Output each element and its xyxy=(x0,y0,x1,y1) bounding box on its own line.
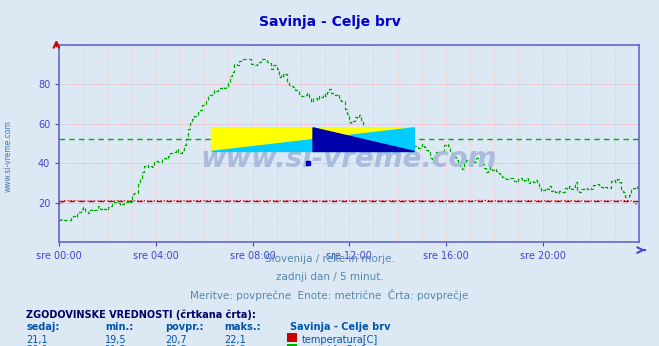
Text: maks.:: maks.: xyxy=(224,322,261,333)
Text: zadnji dan / 5 minut.: zadnji dan / 5 minut. xyxy=(275,272,384,282)
Text: pretok[m3/s]: pretok[m3/s] xyxy=(302,345,365,346)
Text: Meritve: povprečne  Enote: metrične  Črta: povprečje: Meritve: povprečne Enote: metrične Črta:… xyxy=(190,289,469,301)
Text: min.:: min.: xyxy=(105,322,134,333)
Text: povpr.:: povpr.: xyxy=(165,322,203,333)
Text: temperatura[C]: temperatura[C] xyxy=(302,335,378,345)
Text: Savinja - Celje brv: Savinja - Celje brv xyxy=(258,16,401,29)
Text: 20,7: 20,7 xyxy=(165,335,186,345)
Text: 22,1: 22,1 xyxy=(224,335,246,345)
Text: 52,5: 52,5 xyxy=(165,345,186,346)
Text: 21,1: 21,1 xyxy=(26,335,48,345)
Text: Savinja - Celje brv: Savinja - Celje brv xyxy=(290,322,391,333)
Text: www.si-vreme.com: www.si-vreme.com xyxy=(3,120,13,192)
Polygon shape xyxy=(313,128,415,152)
Text: Slovenija / reke in morje.: Slovenija / reke in morje. xyxy=(264,254,395,264)
Text: sedaj:: sedaj: xyxy=(26,322,60,333)
Text: 92,8: 92,8 xyxy=(224,345,246,346)
Text: 28,9: 28,9 xyxy=(26,345,48,346)
Text: 11,2: 11,2 xyxy=(105,345,127,346)
Polygon shape xyxy=(212,128,415,152)
Text: 19,5: 19,5 xyxy=(105,335,127,345)
Text: ZGODOVINSKE VREDNOSTI (črtkana črta):: ZGODOVINSKE VREDNOSTI (črtkana črta): xyxy=(26,310,256,320)
Text: www.si-vreme.com: www.si-vreme.com xyxy=(201,145,498,173)
Polygon shape xyxy=(212,128,415,152)
